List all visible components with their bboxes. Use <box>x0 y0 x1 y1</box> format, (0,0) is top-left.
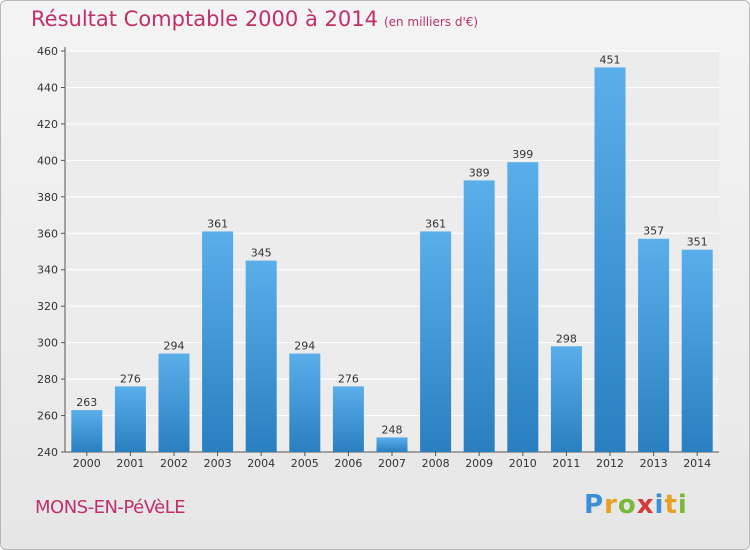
y-tick-label: 380 <box>37 191 58 204</box>
x-tick-label: 2004 <box>247 457 275 470</box>
data-label: 357 <box>643 225 664 238</box>
data-label: 276 <box>338 372 359 385</box>
bar <box>463 180 495 452</box>
logo-letter: P <box>584 490 605 520</box>
x-tick-label: 2008 <box>422 457 450 470</box>
y-tick-label: 340 <box>37 264 58 277</box>
data-label: 361 <box>207 217 228 230</box>
bar <box>594 67 626 453</box>
commune-name: MONS-EN-PéVèLE <box>35 497 186 518</box>
x-tick-label: 2014 <box>683 457 711 470</box>
data-label: 298 <box>556 332 577 345</box>
logo-letter: t <box>664 490 678 520</box>
x-tick-label: 2011 <box>552 457 580 470</box>
data-label: 351 <box>687 236 708 249</box>
x-tick-label: 2007 <box>378 457 406 470</box>
y-tick-label: 320 <box>37 300 58 313</box>
y-tick-label: 440 <box>37 81 58 94</box>
x-tick-label: 2003 <box>204 457 232 470</box>
x-tick-label: 2013 <box>640 457 668 470</box>
bar <box>245 260 277 452</box>
data-label: 263 <box>76 396 97 409</box>
logo-letter: r <box>604 490 618 520</box>
data-label: 361 <box>425 217 446 230</box>
bar <box>681 249 713 452</box>
y-tick-label: 280 <box>37 373 58 386</box>
bar <box>550 346 582 452</box>
y-tick-label: 420 <box>37 118 58 131</box>
x-tick-label: 2001 <box>116 457 144 470</box>
y-tick-label: 400 <box>37 154 58 167</box>
x-tick-label: 2006 <box>334 457 362 470</box>
x-tick-label: 2010 <box>509 457 537 470</box>
chart-subtitle: (en milliers d'€) <box>383 15 479 29</box>
y-tick-label: 240 <box>37 446 58 459</box>
bar <box>114 386 146 452</box>
x-tick-label: 2000 <box>73 457 101 470</box>
bar <box>376 437 408 452</box>
logo-letter: x <box>636 490 655 520</box>
logo-letter: i <box>654 490 665 520</box>
bar <box>158 353 190 452</box>
x-tick-label: 2012 <box>596 457 624 470</box>
bar <box>289 353 321 452</box>
data-label: 294 <box>294 340 315 353</box>
proxiti-logo: Proxiti <box>584 490 688 520</box>
data-label: 294 <box>164 340 185 353</box>
x-tick-label: 2005 <box>291 457 319 470</box>
data-label: 276 <box>120 372 141 385</box>
data-label: 399 <box>512 148 533 161</box>
bar <box>71 410 103 452</box>
chart-title: Résultat Comptable 2000 à 2014 (en millie… <box>31 7 478 31</box>
y-tick-label: 260 <box>37 410 58 423</box>
data-label: 389 <box>469 166 490 179</box>
bar <box>507 162 539 452</box>
logo-letter: i <box>677 490 688 520</box>
x-tick-label: 2002 <box>160 457 188 470</box>
title-text: Résultat Comptable 2000 à 2014 <box>31 7 378 31</box>
bar <box>638 238 670 452</box>
bar <box>202 231 234 452</box>
y-tick-label: 300 <box>37 337 58 350</box>
bar <box>420 231 452 452</box>
data-label: 345 <box>251 247 272 260</box>
x-tick-label: 2009 <box>465 457 493 470</box>
y-tick-label: 360 <box>37 227 58 240</box>
bar <box>332 386 364 452</box>
data-label: 248 <box>382 423 403 436</box>
logo-letter: o <box>617 490 637 520</box>
data-label: 451 <box>600 53 621 66</box>
y-tick-label: 460 <box>37 45 58 58</box>
